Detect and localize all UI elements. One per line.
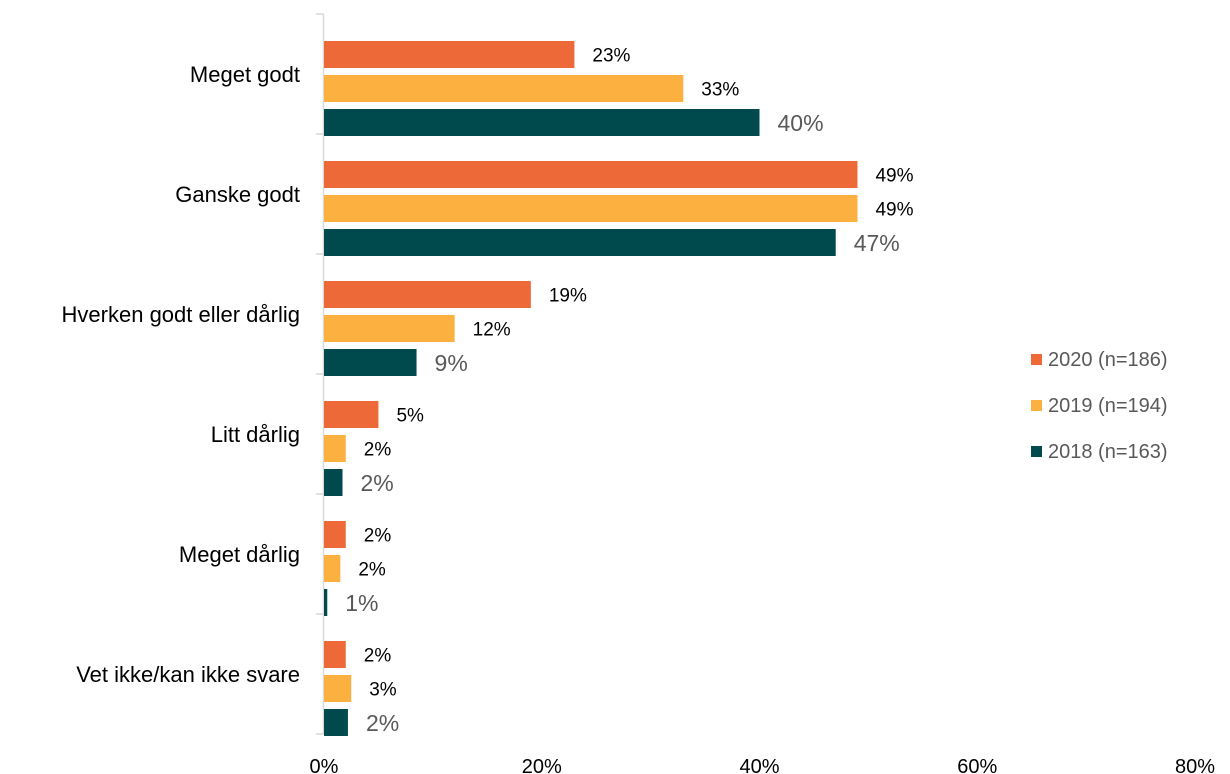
data-label: 23% [592,45,630,66]
bar [324,161,858,188]
category-label: Litt dårlig [211,422,300,447]
data-label: 2% [361,470,394,496]
data-label: 49% [875,165,913,186]
bar [324,349,417,376]
category-label: Ganske godt [175,182,300,207]
bar [324,41,575,68]
data-label: 2% [364,525,392,546]
data-label: 3% [369,679,397,700]
bar [324,521,346,548]
data-label: 5% [396,405,424,426]
data-label: 2% [364,645,392,666]
legend-label: 2020 (n=186) [1048,349,1168,371]
bar [324,75,684,102]
data-label: 33% [701,79,739,100]
data-label: 40% [778,110,824,136]
x-tick-label: 0% [310,756,339,774]
axes: Meget godt Ganske godt Hverken godt eller … [62,13,325,735]
category-label: Meget godt [190,62,300,87]
bar [324,315,455,342]
bar [324,401,379,428]
data-label: 49% [875,199,913,220]
bar [324,589,328,616]
legend-label: 2019 (n=194) [1048,395,1168,417]
bar [324,229,836,256]
x-axis-ticks: 0% 20% 40% 60% 80% [310,756,1216,774]
data-label: 2% [364,439,392,460]
data-label: 1% [345,590,378,616]
legend: 2020 (n=186) 2019 (n=194) 2018 (n=163) [1031,349,1168,463]
x-tick-label: 60% [957,756,997,774]
x-tick-label: 20% [522,756,562,774]
legend-swatch [1031,354,1042,365]
data-label: 19% [549,285,587,306]
bar [324,675,352,702]
bar [324,469,343,496]
category-label: Meget dårlig [179,542,300,567]
data-label: 12% [473,319,511,340]
bar [324,109,760,136]
legend-swatch [1031,400,1042,411]
bar [324,281,531,308]
bar [324,709,348,736]
category-label: Vet ikke/kan ikke svare [76,662,300,687]
x-tick-label: 80% [1175,756,1215,774]
data-labels: 23%49%19%5%2%2%33%49%12%2%2%3%40%47%9%2%… [345,45,913,735]
bar [324,641,346,668]
x-tick-label: 40% [739,756,779,774]
data-label: 47% [854,230,900,256]
legend-label: 2018 (n=163) [1048,441,1168,463]
data-label: 2% [358,559,386,580]
bar [324,435,346,462]
data-label: 2% [366,710,399,736]
bar [324,555,341,582]
data-label: 9% [435,350,468,376]
bar [324,195,858,222]
legend-swatch [1031,446,1042,457]
category-label: Hverken godt eller dårlig [62,302,300,327]
bars [324,41,858,736]
